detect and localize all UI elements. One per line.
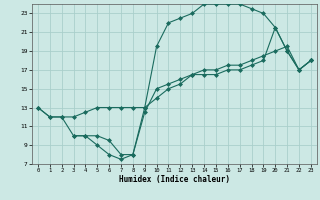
X-axis label: Humidex (Indice chaleur): Humidex (Indice chaleur)	[119, 175, 230, 184]
